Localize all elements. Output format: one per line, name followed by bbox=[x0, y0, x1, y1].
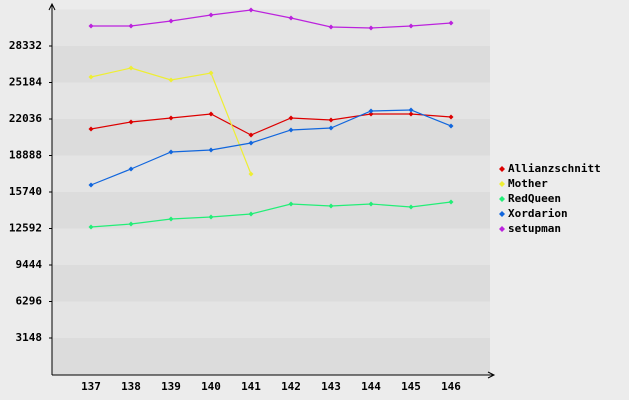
point bbox=[328, 125, 334, 131]
legend-label: RedQueen bbox=[508, 192, 561, 205]
point bbox=[88, 182, 94, 188]
point bbox=[248, 171, 254, 177]
point bbox=[248, 132, 254, 138]
grid-band bbox=[52, 9, 490, 46]
x-tick-label: 137 bbox=[81, 380, 101, 393]
point bbox=[88, 23, 94, 29]
legend-label: setupman bbox=[508, 222, 561, 235]
point bbox=[208, 12, 214, 18]
grid-band bbox=[52, 265, 490, 302]
point bbox=[328, 24, 334, 30]
legend-marker bbox=[499, 181, 505, 187]
y-tick-label: 22036 bbox=[9, 112, 42, 125]
series-line bbox=[90, 201, 452, 228]
point bbox=[168, 115, 174, 121]
point bbox=[88, 224, 94, 230]
point bbox=[368, 25, 374, 31]
grid-band bbox=[52, 82, 490, 119]
point bbox=[248, 211, 254, 217]
point bbox=[408, 111, 414, 117]
x-tick-label: 143 bbox=[321, 380, 341, 393]
x-tick-label: 138 bbox=[121, 380, 141, 393]
grid-band bbox=[52, 155, 490, 192]
point bbox=[448, 199, 454, 205]
point bbox=[208, 214, 214, 220]
point bbox=[328, 117, 334, 123]
point bbox=[128, 23, 134, 29]
point bbox=[248, 140, 254, 146]
grid-band bbox=[52, 228, 490, 265]
point bbox=[368, 111, 374, 117]
point bbox=[288, 201, 294, 207]
point bbox=[448, 114, 454, 120]
point bbox=[128, 166, 134, 172]
y-tick-label: 25184 bbox=[9, 76, 42, 89]
legend-marker bbox=[499, 211, 505, 217]
point bbox=[88, 126, 94, 132]
point bbox=[368, 108, 374, 114]
legend-marker bbox=[499, 196, 505, 202]
point bbox=[408, 204, 414, 210]
y-tick-label: 15740 bbox=[9, 185, 42, 198]
point bbox=[328, 203, 334, 209]
legend-marker bbox=[499, 226, 505, 232]
legend-label: Mother bbox=[508, 177, 548, 190]
x-tick-label: 141 bbox=[241, 380, 261, 393]
legend-label: Xordarion bbox=[508, 207, 568, 220]
y-tick-label: 18888 bbox=[9, 149, 42, 162]
point bbox=[128, 65, 134, 71]
point bbox=[208, 147, 214, 153]
point bbox=[448, 20, 454, 26]
point bbox=[408, 107, 414, 113]
point bbox=[288, 115, 294, 121]
y-tick-label: 9444 bbox=[16, 258, 43, 271]
y-tick-label: 6296 bbox=[16, 295, 43, 308]
legend-label: Allianzschnitt bbox=[508, 162, 601, 175]
x-axis-arrow bbox=[487, 371, 496, 379]
y-tick-label: 3148 bbox=[16, 331, 43, 344]
x-tick-label: 145 bbox=[401, 380, 421, 393]
point bbox=[208, 111, 214, 117]
point bbox=[248, 7, 254, 13]
point bbox=[168, 216, 174, 222]
point bbox=[208, 70, 214, 76]
point bbox=[168, 18, 174, 24]
series-line bbox=[90, 109, 452, 186]
point bbox=[88, 74, 94, 80]
point bbox=[368, 201, 374, 207]
point bbox=[168, 149, 174, 155]
x-tick-label: 144 bbox=[361, 380, 381, 393]
series-line bbox=[91, 9, 452, 29]
legend-marker bbox=[499, 166, 505, 172]
y-tick-label: 28332 bbox=[9, 39, 42, 52]
grid-band bbox=[52, 46, 490, 83]
grid-band bbox=[52, 338, 490, 375]
y-axis-arrow bbox=[48, 2, 56, 11]
series-line bbox=[90, 113, 452, 136]
point bbox=[168, 77, 174, 83]
point bbox=[448, 123, 454, 129]
x-tick-label: 146 bbox=[441, 380, 461, 393]
y-tick-label: 12592 bbox=[9, 222, 42, 235]
point bbox=[288, 15, 294, 21]
x-tick-label: 139 bbox=[161, 380, 181, 393]
point bbox=[408, 23, 414, 29]
point bbox=[288, 127, 294, 133]
x-tick-label: 142 bbox=[281, 380, 301, 393]
point bbox=[128, 221, 134, 227]
point bbox=[128, 119, 134, 125]
x-tick-label: 140 bbox=[201, 380, 221, 393]
grid-band bbox=[52, 301, 490, 338]
grid-band bbox=[52, 119, 490, 156]
grid-band bbox=[52, 192, 490, 229]
